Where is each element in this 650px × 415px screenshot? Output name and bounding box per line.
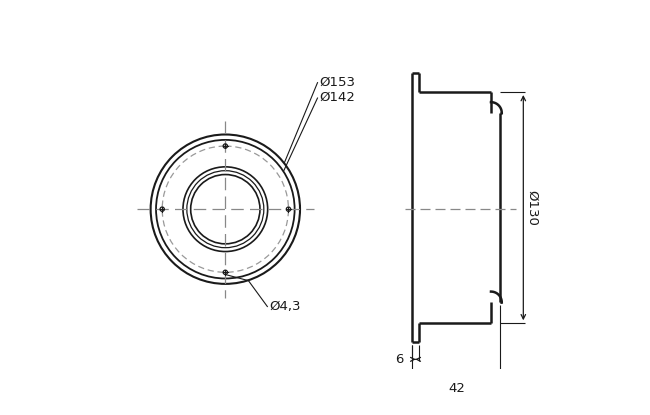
Text: Ø130: Ø130 — [526, 190, 539, 226]
Text: 42: 42 — [448, 383, 465, 395]
Text: 6: 6 — [395, 353, 403, 366]
Text: Ø153: Ø153 — [319, 76, 356, 89]
Text: Ø4,3: Ø4,3 — [269, 300, 301, 313]
Text: Ø142: Ø142 — [319, 91, 355, 104]
